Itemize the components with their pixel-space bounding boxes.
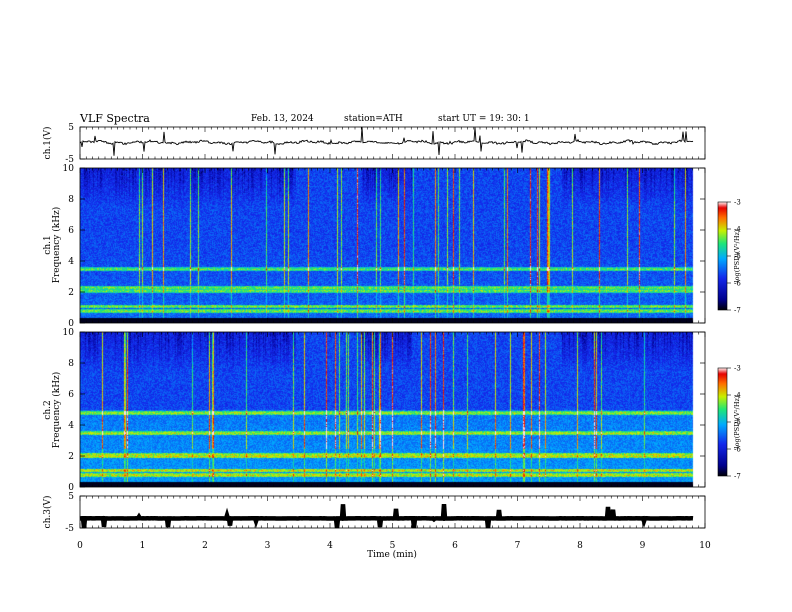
- panel2-ytick-label: 8: [68, 195, 74, 205]
- panel1-ytick-label: 5: [68, 123, 74, 133]
- panel3-ytick-label: 6: [68, 390, 74, 400]
- ch1-colorbar-tick-label: -7: [734, 307, 741, 315]
- xtick-label: 8: [577, 541, 583, 551]
- date-label: Feb. 13, 2024: [251, 114, 314, 124]
- panel3-ytick-label: 2: [68, 452, 74, 462]
- panel4-ytick-label: -5: [65, 524, 74, 534]
- ch1-colorbar: [718, 202, 727, 310]
- ch2-spectrogram-image: [80, 332, 705, 487]
- ch1-colorbar-tick-label: -6: [734, 280, 741, 288]
- ch1-spectrogram-image: [80, 168, 705, 323]
- xtick-label: 9: [640, 541, 646, 551]
- ch1-spectrogram-ylabel-channel: ch.1: [43, 235, 53, 254]
- panel2-ytick-label: 10: [63, 164, 75, 174]
- ch2-colorbar-tick-label: -5: [734, 419, 741, 427]
- panel3-ytick-label: 0: [68, 483, 74, 493]
- ch2-colorbar: [718, 368, 727, 476]
- ch2-colorbar-tick-label: -4: [734, 392, 741, 400]
- ch2-spectrogram-ylabel: Frequency (kHz): [51, 372, 62, 449]
- ch2-colorbar-tick-label: -6: [734, 446, 741, 454]
- ch2-spectrogram-ylabel-channel: ch.2: [43, 400, 53, 419]
- xtick-label: 7: [515, 541, 521, 551]
- ch1-colorbar-label: log(PSD)(V²/Hz): [733, 229, 741, 282]
- start-time-label: start UT = 19: 30: 1: [438, 114, 530, 124]
- xtick-label: 2: [202, 541, 208, 551]
- xtick-label: 3: [265, 541, 271, 551]
- xtick-label: 1: [140, 541, 146, 551]
- ch2-colorbar-tick-label: -3: [734, 365, 741, 373]
- ch1-colorbar-tick-label: -4: [734, 226, 741, 234]
- ch3-waveform-ylabel: ch.3(V): [42, 496, 53, 529]
- xtick-label: 6: [452, 541, 458, 551]
- figure-title: VLF Spectra: [80, 112, 150, 125]
- xtick-label: 0: [77, 541, 83, 551]
- ch1-waveform-trace: [79, 126, 694, 156]
- panel2-ytick-label: 6: [68, 226, 74, 236]
- panel2-ytick-label: 0: [68, 319, 74, 329]
- x-axis-label: Time (min): [367, 549, 417, 560]
- xtick-label: 5: [390, 541, 396, 551]
- ch2-colorbar-label: log(PSD)(V²/Hz): [733, 395, 741, 448]
- ch1-waveform-ylabel: ch.1(V): [42, 127, 53, 160]
- station-label: station=ATH: [344, 114, 403, 124]
- ch3-waveform-trace: [79, 503, 694, 529]
- panel1-ytick-label: -5: [65, 155, 74, 165]
- ch2-colorbar-tick-label: -7: [734, 473, 741, 481]
- panel4-ytick-label: 5: [68, 492, 74, 502]
- panel2-ytick-label: 2: [68, 288, 74, 298]
- xtick-label: 4: [327, 541, 333, 551]
- xtick-label: 10: [699, 541, 711, 551]
- ch1-spectrogram-ylabel: Frequency (kHz): [51, 207, 62, 284]
- ch1-colorbar-tick-label: -5: [734, 253, 741, 261]
- panel3-ytick-label: 8: [68, 359, 74, 369]
- panel3-ytick-label: 10: [63, 328, 75, 338]
- panel3-ytick-label: 4: [68, 421, 74, 431]
- panel2-ytick-label: 4: [68, 257, 74, 267]
- ch1-colorbar-tick-label: -3: [734, 199, 741, 207]
